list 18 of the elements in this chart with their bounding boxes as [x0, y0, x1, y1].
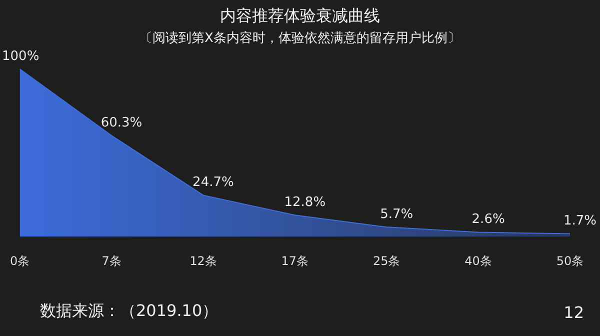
data-label: 24.7% — [192, 175, 234, 190]
source-note: 数据来源：（2019.10） — [40, 301, 218, 322]
x-tick-label: 7条 — [102, 254, 122, 268]
data-label: 12.8% — [284, 195, 326, 210]
x-tick-label: 25条 — [372, 254, 400, 268]
text: 12 — [564, 303, 584, 322]
data-label: 100% — [2, 48, 40, 64]
x-tick-label: 50条 — [556, 254, 584, 268]
data-label: 5.7% — [380, 206, 414, 222]
data-label: 2.6% — [472, 212, 505, 228]
x-tick-label: 12条 — [190, 254, 217, 268]
chart-title: 内容推荐体验衰减曲线 — [219, 5, 381, 27]
x-tick-label: 0条 — [10, 254, 30, 268]
x-tick-label: 40条 — [464, 254, 492, 268]
chart-subtitle: 〔阅读到第X条内容时，体验依然满意的留存用户比例〕 — [138, 30, 462, 47]
data-label: 60.3% — [100, 115, 142, 130]
x-tick-label: 17条 — [281, 254, 309, 268]
data-label: 1.7% — [563, 214, 597, 229]
